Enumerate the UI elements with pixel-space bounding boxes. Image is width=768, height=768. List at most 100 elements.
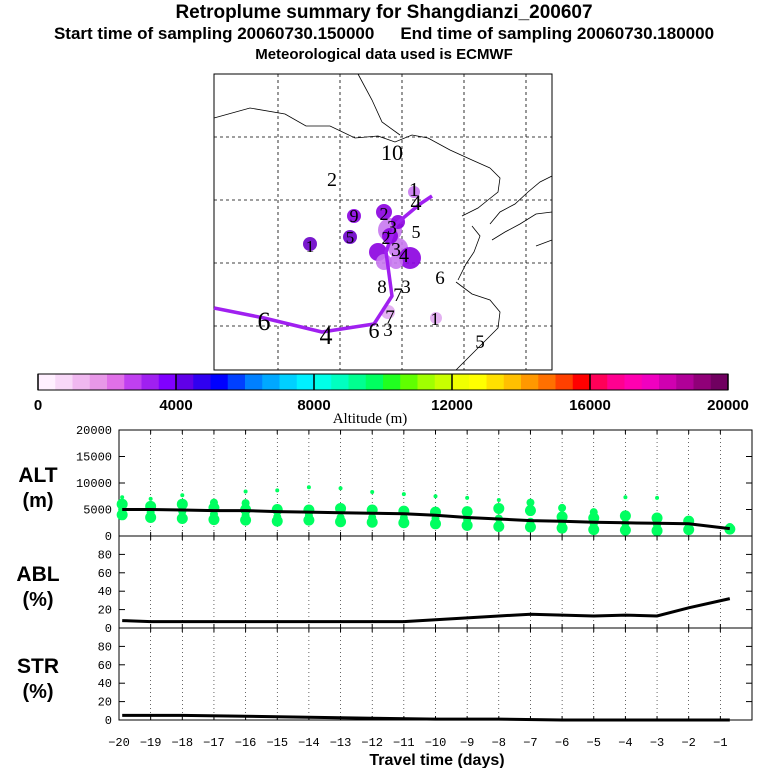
colorbar-swatch (676, 374, 694, 390)
alt-ytick-label: 10000 (76, 477, 112, 491)
sampling-times: Start time of sampling 20060730.150000 En… (0, 24, 768, 44)
x-tick-label: −8 (492, 736, 506, 750)
alt-scatter-point (461, 506, 473, 518)
alt-scatter-point (241, 499, 250, 508)
day-label: 3 (387, 217, 397, 239)
x-tick-label: −12 (361, 736, 383, 750)
alt-scatter-point (683, 524, 695, 536)
start-time: Start time of sampling 20060730.150000 (53, 24, 375, 43)
day-label: 3 (391, 239, 401, 261)
alt-scatter-point (368, 513, 377, 522)
x-tick-label: −16 (235, 736, 257, 750)
alt-scatter-point (370, 490, 375, 495)
alt-scatter-point (271, 515, 283, 527)
colorbar-swatch (141, 374, 160, 390)
alt-scatter-point (116, 509, 128, 521)
alt-scatter-point (243, 489, 248, 494)
abl-ytick-label: 20 (98, 604, 112, 618)
colorbar-swatch (107, 374, 125, 390)
map-borders (213, 73, 553, 371)
str-ytick-label: 40 (98, 677, 112, 691)
x-tick-label: −9 (460, 736, 474, 750)
alt-scatter-point (335, 502, 347, 514)
alt-scatter-point (148, 496, 153, 501)
str-ytick-label: 80 (98, 640, 112, 654)
plume-blob (430, 312, 442, 324)
abl-yunit: (%) (22, 589, 53, 611)
x-tick-label: −19 (140, 736, 162, 750)
colorbar-swatch (521, 374, 539, 390)
x-tick-label: −10 (425, 736, 447, 750)
alt-scatter-point (431, 514, 440, 523)
alt-scatter-point (145, 500, 157, 512)
colorbar-swatch (693, 374, 712, 390)
alt-scatter-point (556, 511, 568, 523)
colorbar-swatch (538, 374, 556, 390)
str-ytick-label: 20 (98, 696, 112, 710)
day-label: 2 (327, 169, 337, 191)
day-label: 10 (381, 140, 403, 165)
alt-scatter-point (116, 498, 128, 510)
abl-line (122, 597, 731, 624)
alt-ytick-label: 5000 (83, 504, 112, 518)
plume-blob (389, 255, 403, 269)
colorbar-swatch (555, 374, 574, 390)
x-axis-label: Travel time (days) (369, 752, 504, 768)
x-tick-label: −13 (330, 736, 352, 750)
str-line (122, 713, 730, 722)
alt-scatter-point (589, 520, 598, 529)
day-label: 4 (411, 190, 422, 215)
alt-mean-line (122, 508, 730, 531)
colorbar-tick-label: 20000 (707, 397, 749, 414)
str-ytick-label: 0 (105, 714, 112, 728)
colorbar-swatch (227, 374, 246, 390)
chart-title: Retroplume summary for Shangdianzi_20060… (175, 2, 593, 23)
alt-scatter-point (336, 513, 345, 522)
colorbar-swatch (158, 374, 177, 390)
day-label: 5 (412, 222, 421, 242)
alt-scatter-point (588, 512, 600, 524)
x-tick-label: −17 (203, 736, 225, 750)
alt-scatter-point (724, 523, 736, 535)
alt-scatter-point (208, 502, 220, 514)
alt-scatter-point (399, 513, 408, 522)
alt-scatter-point (401, 492, 406, 497)
alt-scatter-point (621, 519, 630, 528)
alt-scatter-point (683, 515, 695, 527)
alt-scatter-point (240, 504, 252, 515)
colorbar-swatch (365, 374, 384, 390)
day-label: 5 (475, 332, 485, 353)
colorbar-axis-label: Altitude (m) (333, 411, 408, 427)
colorbar-swatch (55, 374, 73, 390)
alt-ylabel: ALT (18, 464, 57, 487)
alt-scatter-point (725, 522, 734, 531)
alt-scatter-point (619, 510, 631, 522)
alt-scatter-point (120, 495, 125, 500)
alt-scatter-point (493, 502, 505, 514)
alt-scatter-point (524, 521, 536, 533)
alt-scatter-point (335, 516, 347, 528)
alt-scatter-point (178, 507, 187, 516)
alt-scatter-point (146, 508, 155, 517)
colorbar-swatch (89, 374, 108, 390)
day-label: 3 (401, 277, 411, 298)
alt-scatter-point (430, 506, 441, 518)
alt-scatter-point (430, 518, 441, 530)
alt-scatter-point (398, 505, 410, 517)
alt-scatter-point (180, 493, 185, 498)
colorbar-swatch (572, 374, 591, 390)
x-tick-label: −6 (555, 736, 569, 750)
colorbar-swatch (417, 374, 436, 390)
x-tick-label: −20 (108, 736, 130, 750)
day-label: 6 (435, 268, 445, 289)
abl-ylabel: ABL (16, 563, 59, 586)
alt-scatter-point (655, 495, 660, 500)
alt-scatter-point (271, 504, 283, 515)
alt-frame (118, 429, 753, 537)
x-tick-label: −1 (713, 736, 727, 750)
colorbar-swatch (659, 374, 677, 390)
x-tick-label: −18 (171, 736, 193, 750)
day-label: 9 (350, 206, 359, 226)
day-label: 4 (399, 245, 409, 267)
alt-panel: 0 5000 10000 15000 20000 ALT (m) (18, 424, 753, 544)
